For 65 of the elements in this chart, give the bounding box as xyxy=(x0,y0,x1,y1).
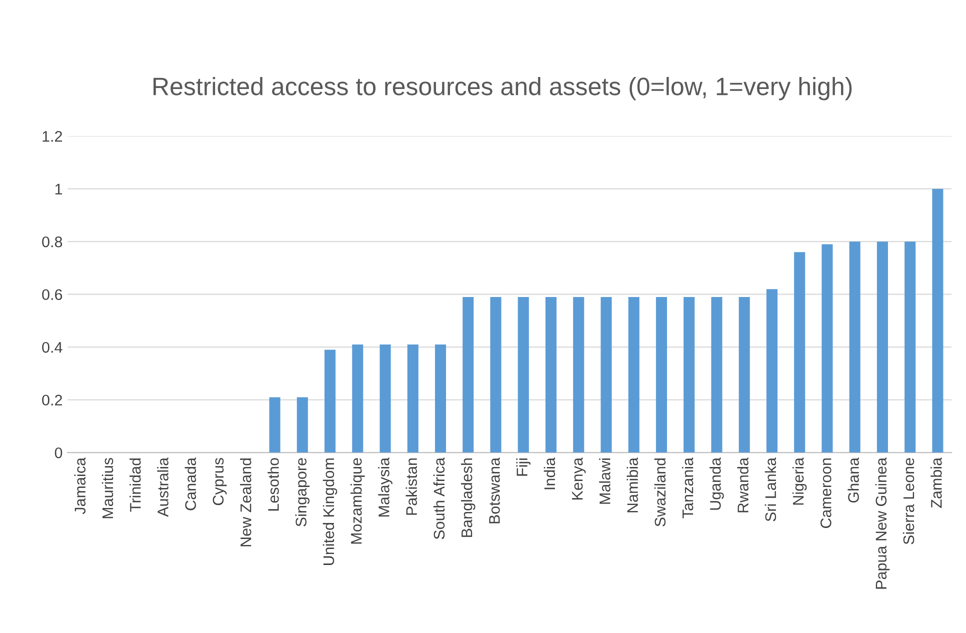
bar xyxy=(822,244,833,453)
bar xyxy=(490,296,502,453)
bar xyxy=(407,344,418,453)
y-tick-label: 0 xyxy=(54,447,62,458)
x-tick-label: Botswana xyxy=(489,457,500,524)
x-tick-label: Rwanda xyxy=(737,457,748,512)
x-tick-label: Sierra Leone xyxy=(902,458,914,544)
x-tick-label: Cameroon xyxy=(820,458,832,528)
x-tick-label: Namibia xyxy=(626,457,638,512)
x-tick-label: Zambia xyxy=(930,457,942,508)
bar xyxy=(269,397,280,453)
x-tick-label: Mozambique xyxy=(350,458,365,544)
bar xyxy=(656,296,668,453)
bar xyxy=(518,296,529,453)
bar xyxy=(849,242,860,453)
x-tick-label: Canada xyxy=(184,457,196,510)
x-tick-label: Jamaica xyxy=(74,457,86,514)
bar xyxy=(876,242,888,453)
x-tick-label: Ghana xyxy=(848,457,859,503)
y-tick-label: 0.4 xyxy=(42,342,62,353)
x-tick-label: Singapore xyxy=(295,458,310,526)
x-tick-label: Bangladesh xyxy=(461,458,476,537)
x-tick-label: South Africa xyxy=(433,457,445,540)
x-tick-label: Malaysia xyxy=(378,457,392,516)
chart-title: Restricted access to resources and assets (0=low, 1=very high) xyxy=(154,76,852,100)
x-tick-label: India xyxy=(544,457,556,490)
x-tick-label: Trinidad xyxy=(130,458,141,512)
bar xyxy=(766,289,778,453)
bar xyxy=(573,296,584,453)
bar xyxy=(738,296,750,453)
x-tick-label: Kenya xyxy=(572,457,586,500)
x-tick-label: Swaziland xyxy=(654,458,666,526)
bar xyxy=(794,252,806,453)
y-tick-label: 1 xyxy=(55,184,62,194)
bar xyxy=(324,350,336,453)
bar xyxy=(352,344,364,453)
x-tick-label: Lesotho xyxy=(268,458,279,511)
x-tick-label: Mauritius xyxy=(102,458,114,518)
bar xyxy=(434,344,446,453)
y-tick-label: 1.2 xyxy=(42,130,62,142)
x-tick-label: Nigeria xyxy=(792,457,807,505)
x-tick-label: Pakistan xyxy=(406,458,417,515)
bar xyxy=(380,344,391,453)
bar xyxy=(904,242,916,453)
x-tick-label: Uganda xyxy=(710,457,724,510)
x-tick-label: Fiji xyxy=(516,458,530,476)
y-tick-label: 0.2 xyxy=(42,394,62,406)
bar xyxy=(684,296,695,453)
x-tick-label: Tanzania xyxy=(682,457,694,518)
bar xyxy=(932,188,944,453)
bar xyxy=(711,296,722,453)
bar xyxy=(600,296,612,453)
x-tick-label: Cyprus xyxy=(212,458,227,506)
y-tick-label: 0.8 xyxy=(42,236,62,248)
bar xyxy=(628,296,640,453)
x-tick-label: Sri Lanka xyxy=(764,457,776,522)
bar xyxy=(545,296,557,453)
bar xyxy=(296,397,308,453)
bar xyxy=(462,296,474,453)
x-tick-label: New Zealand xyxy=(240,458,252,546)
x-tick-label: United Kingdom xyxy=(322,458,338,565)
x-tick-label: Malawi xyxy=(599,458,610,504)
y-tick-label: 0.6 xyxy=(42,289,62,300)
x-tick-label: Australia xyxy=(157,457,168,517)
x-tick-label: Papua New Guinea xyxy=(875,457,890,589)
